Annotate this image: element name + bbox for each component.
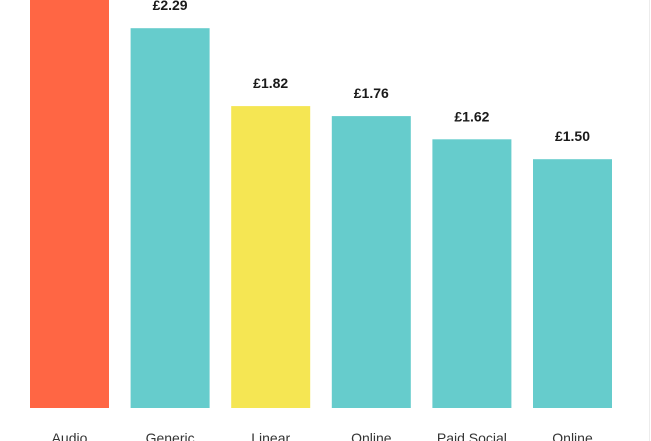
- value-label-4: £1.62: [454, 108, 489, 124]
- category-labels-group: Audio Generic Linear Online Paid Social Onlin…: [52, 430, 593, 441]
- frame-edge: [649, 0, 650, 441]
- value-label-2: £1.82: [253, 75, 288, 91]
- bar-2: [231, 106, 311, 408]
- category-label-2: Linear: [251, 430, 290, 441]
- bars-group: [30, 0, 612, 409]
- value-label-1: £2.29: [153, 0, 188, 13]
- bar-0: [30, 0, 109, 408]
- category-label-3: Online: [351, 430, 392, 441]
- bar-1: [130, 28, 210, 408]
- category-label-0: Audio: [52, 430, 88, 441]
- bar-4: [432, 139, 512, 409]
- bar-3: [331, 116, 411, 408]
- value-label-5: £1.50: [555, 128, 590, 144]
- category-label-5: Online: [552, 430, 593, 441]
- bar-5: [533, 159, 612, 408]
- category-label-4: Paid Social: [437, 430, 507, 441]
- value-labels-group: £2.29 £1.82 £1.76 £1.62 £1.50: [153, 0, 591, 144]
- category-label-1: Generic: [146, 430, 195, 441]
- value-label-3: £1.76: [354, 85, 389, 101]
